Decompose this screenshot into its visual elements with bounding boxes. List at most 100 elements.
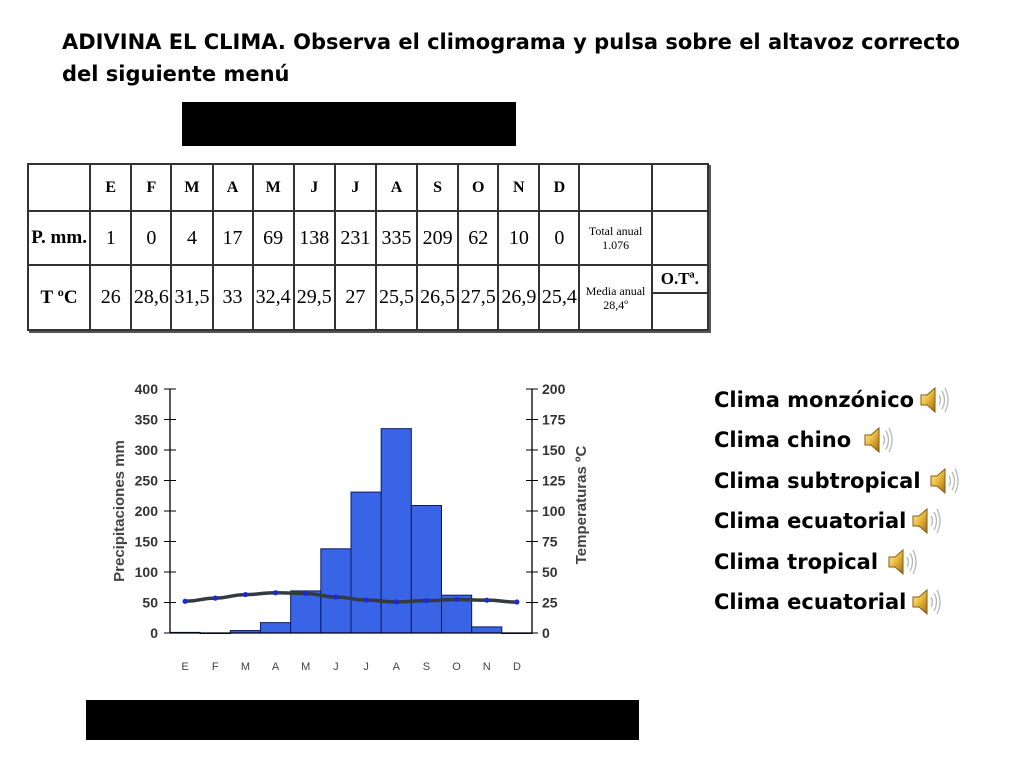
precipitation-row: P. mm. 1 0 4 17 69 138 231 335 209 62 10… (26, 210, 710, 266)
temperature-value: 31,5 (170, 264, 214, 331)
temperature-point (514, 599, 520, 605)
right-tick-label: 200 (542, 381, 566, 397)
month-tick-label: F (212, 661, 219, 673)
month-header: F (130, 163, 173, 212)
temperature-value: 33 (211, 264, 254, 331)
temperature-line (185, 590, 517, 604)
annual-mean-cell: Media anual 28,4º (578, 264, 653, 331)
precipitation-value: 0 (130, 210, 173, 266)
speaker-icon[interactable] (928, 465, 962, 497)
option-clima-chino[interactable]: Clima chino (714, 420, 851, 460)
table-empty-cell (650, 163, 710, 212)
instruction-text: ADIVINA EL CLIMA. Observa el climograma … (62, 30, 960, 86)
precipitation-bar (471, 626, 503, 634)
temperature-point (212, 595, 218, 601)
right-tick-label: 25 (542, 595, 558, 611)
month-tick-label: A (272, 661, 280, 673)
month-header: S (416, 163, 460, 212)
temperature-point (423, 598, 430, 604)
annual-mean-label: Media anual (585, 283, 646, 298)
month-header: A (374, 163, 419, 212)
month-tick-label: A (393, 661, 401, 673)
temperature-value: 28,6 (130, 264, 173, 331)
y2-axis-title: Temperaturas ºC (573, 446, 590, 565)
temperature-value: 29,5 (292, 264, 336, 331)
table-empty-cell (650, 210, 710, 266)
left-tick-label: 400 (135, 381, 159, 397)
right-tick-label: 125 (542, 473, 566, 489)
temperature-value: 25,4 (538, 264, 581, 331)
month-tick-label: M (241, 661, 250, 673)
precipitation-value: 0 (538, 210, 581, 266)
option-label: Clima ecuatorial (714, 590, 907, 614)
temperature-row: T ºC 26 28,6 31,5 33 32,4 29,5 27 25,5 2… (26, 264, 710, 331)
climograph-chart: 0 50 100 150 200 250 300 350 400 0 25 50 75 100 125 150… (111, 381, 590, 673)
hidden-answer-bar-top (182, 102, 516, 146)
thermal-oscillation-cell: O.Tª. (650, 264, 710, 331)
precipitation-value: 138 (292, 210, 336, 266)
month-tick-label: O (452, 661, 461, 673)
precipitation-bar (410, 505, 443, 634)
option-clima-ecuatorial[interactable]: Clima ecuatorial (714, 582, 906, 622)
precipitation-bar (350, 491, 382, 634)
temperature-value: 25,5 (374, 264, 419, 331)
option-label: Clima chino (714, 428, 852, 452)
precipitation-value: 231 (333, 210, 377, 266)
table-header-row: E F M A M J J A S O N D (26, 163, 710, 212)
temperature-point (453, 596, 460, 603)
right-tick-label: 100 (542, 503, 566, 519)
temperature-point (303, 590, 309, 597)
temperature-point (272, 590, 279, 596)
precipitation-value: 10 (497, 210, 541, 266)
left-tick-label: 300 (135, 442, 159, 458)
month-header: E (89, 163, 133, 212)
speaker-icon[interactable] (918, 384, 952, 416)
precipitation-bar (320, 548, 352, 634)
temperature-point (393, 599, 399, 605)
thermal-oscillation-label: O.Tª. (652, 266, 707, 294)
right-tick-label: 150 (542, 442, 566, 458)
speaker-icon[interactable] (910, 505, 944, 537)
annual-total-cell: Total anual 1.076 (578, 210, 653, 266)
option-label: Clima ecuatorial (714, 509, 907, 533)
precipitation-bar (260, 622, 292, 634)
month-header: A (211, 163, 254, 212)
temperature-point (484, 597, 490, 603)
temperature-value: 27 (333, 264, 377, 331)
option-label: Clima tropical (714, 550, 879, 574)
month-header: J (292, 163, 336, 212)
option-clima-tropical[interactable]: Clima tropical (714, 542, 878, 582)
left-tick-label: 0 (150, 625, 158, 641)
temperature-point (182, 598, 188, 604)
temperature-value: 26 (89, 264, 133, 331)
speaker-icon[interactable] (886, 546, 920, 578)
hidden-answer-bar-bottom (86, 700, 639, 740)
right-tick-label: 50 (542, 564, 558, 580)
option-clima-monzonico[interactable]: Clima monzónico (714, 380, 914, 420)
month-tick-label: J (363, 661, 369, 673)
option-clima-ecuatorial[interactable]: Clima ecuatorial (714, 501, 906, 541)
climate-data-table: E F M A M J J A S O N D P. mm. 1 0 4 17 … (26, 163, 710, 331)
option-label: Clima monzónico (714, 388, 915, 412)
month-header: J (333, 163, 377, 212)
speaker-icon[interactable] (862, 424, 896, 456)
month-tick-label: E (181, 661, 188, 673)
temperature-value: 26,5 (416, 264, 460, 331)
month-tick-label: M (301, 661, 310, 673)
option-clima-subtropical[interactable]: Clima subtropical (714, 461, 921, 501)
precipitation-value: 4 (170, 210, 214, 266)
month-header: D (538, 163, 581, 212)
month-header: N (497, 163, 541, 212)
left-tick-label: 250 (135, 473, 159, 489)
annual-total-label: Total anual (588, 224, 643, 238)
temperature-point (333, 594, 339, 600)
right-tick-label: 75 (542, 534, 558, 550)
precipitation-value: 209 (416, 210, 460, 266)
month-header: M (251, 163, 295, 212)
month-header: O (457, 163, 500, 212)
left-tick-label: 100 (135, 564, 159, 580)
precipitation-value: 69 (251, 210, 295, 266)
speaker-icon[interactable] (910, 586, 944, 618)
precipitation-value: 17 (211, 210, 254, 266)
temperature-value: 27,5 (457, 264, 500, 331)
